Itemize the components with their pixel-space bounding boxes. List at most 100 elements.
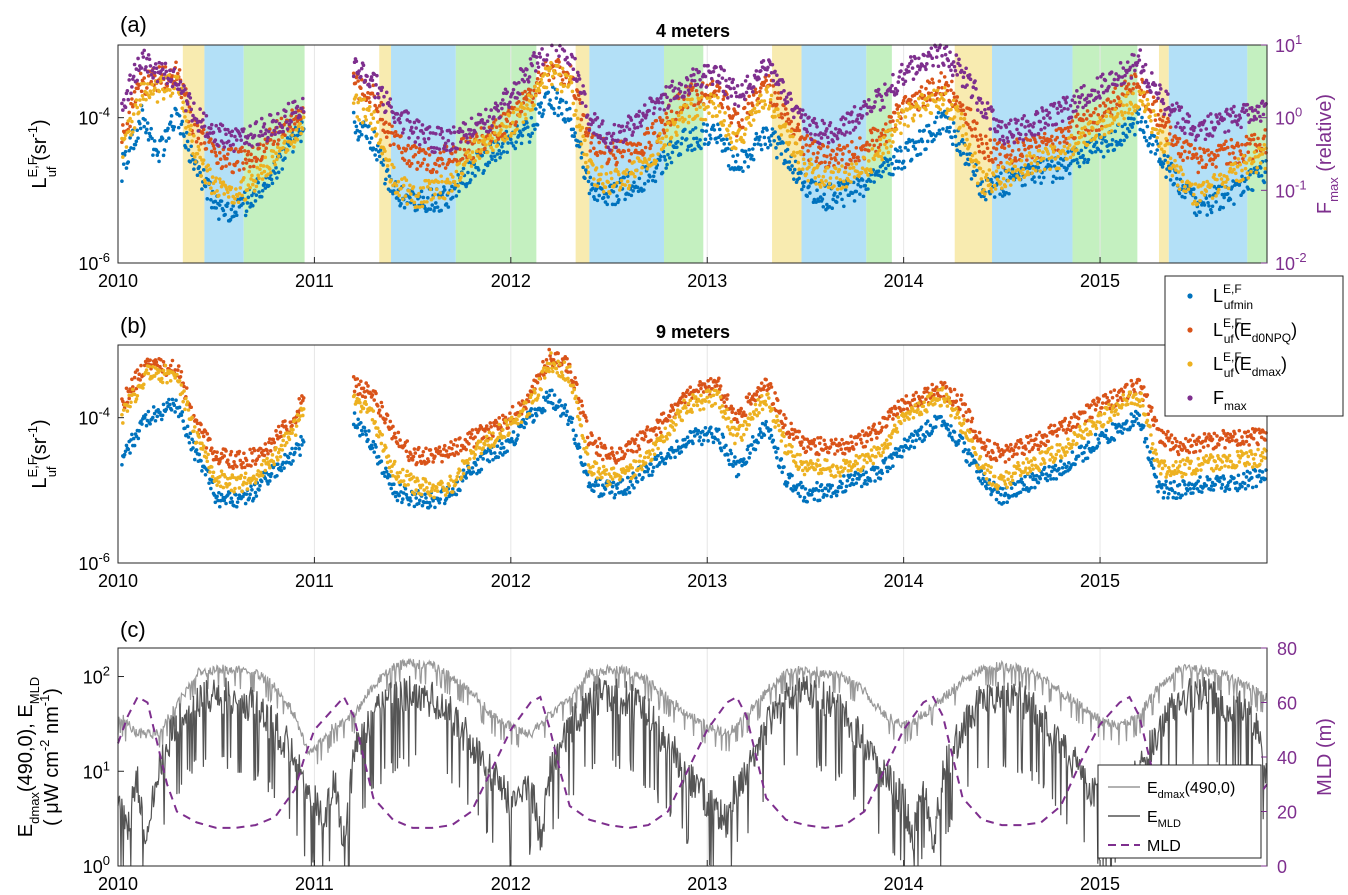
data-point	[722, 142, 726, 146]
data-point	[662, 131, 667, 135]
data-point	[971, 169, 976, 174]
data-point	[1248, 156, 1252, 161]
data-point	[1164, 175, 1168, 179]
data-point	[136, 136, 140, 140]
data-point	[906, 124, 910, 128]
data-point	[754, 90, 759, 95]
data-point	[1262, 142, 1267, 147]
data-point	[638, 159, 643, 163]
data-point	[982, 150, 986, 154]
data-point	[1219, 177, 1224, 181]
data-point	[807, 115, 811, 120]
data-point	[946, 83, 951, 88]
data-point	[1124, 94, 1128, 99]
data-point	[473, 174, 477, 178]
data-point	[547, 69, 552, 73]
data-point	[841, 152, 845, 156]
data-point	[1011, 177, 1016, 182]
data-point	[939, 71, 943, 75]
data-point	[154, 66, 159, 71]
data-point	[218, 157, 223, 161]
data-point	[478, 112, 483, 117]
data-point	[949, 88, 953, 92]
data-point	[1002, 146, 1007, 150]
data-point	[752, 106, 757, 111]
data-point	[274, 165, 278, 170]
data-point	[1149, 90, 1153, 94]
data-point	[1004, 125, 1009, 129]
data-point	[814, 121, 818, 126]
data-point	[983, 192, 987, 196]
data-point	[1042, 167, 1047, 172]
data-point	[1072, 145, 1076, 149]
data-point	[669, 84, 674, 88]
data-point	[449, 131, 453, 135]
data-point	[1070, 119, 1075, 123]
data-point	[939, 92, 943, 97]
data-point	[646, 179, 651, 183]
data-point	[1164, 136, 1168, 141]
data-point	[388, 97, 393, 101]
data-point	[138, 98, 142, 102]
data-point	[151, 76, 155, 80]
data-point	[437, 163, 442, 168]
data-point	[962, 116, 967, 121]
data-point	[510, 120, 515, 125]
data-point	[172, 67, 177, 71]
data-point	[740, 83, 744, 87]
data-point	[183, 87, 187, 92]
data-point	[122, 136, 127, 141]
data-point	[664, 134, 668, 139]
data-point	[1026, 172, 1031, 177]
data-point	[476, 140, 481, 144]
data-point	[1099, 149, 1103, 154]
data-point	[161, 153, 166, 158]
data-point	[860, 114, 865, 118]
data-point	[1010, 167, 1015, 171]
data-point	[421, 131, 426, 135]
data-point	[1233, 161, 1237, 166]
data-point	[1113, 129, 1118, 134]
data-point	[1187, 150, 1192, 154]
data-point	[137, 110, 141, 115]
data-point	[953, 134, 958, 139]
data-point	[299, 131, 303, 136]
data-point	[259, 171, 264, 176]
data-point	[890, 133, 894, 138]
data-point	[1138, 48, 1143, 52]
data-point	[842, 122, 846, 127]
data-point	[1042, 131, 1047, 136]
data-point	[632, 122, 636, 127]
data-point	[675, 145, 679, 150]
data-point	[854, 161, 859, 166]
data-point	[884, 146, 889, 150]
data-point	[763, 142, 768, 147]
data-point	[588, 149, 593, 153]
data-point	[1151, 109, 1156, 113]
data-point	[1258, 142, 1262, 147]
data-point	[782, 161, 786, 166]
data-point	[792, 115, 796, 120]
data-point	[717, 81, 722, 85]
data-point	[537, 111, 542, 115]
data-point	[1245, 141, 1250, 146]
data-point	[298, 114, 302, 119]
data-point	[822, 192, 826, 197]
data-point	[375, 132, 379, 136]
data-point	[775, 107, 780, 112]
data-point	[567, 77, 572, 82]
data-point	[517, 100, 521, 104]
data-point	[209, 149, 214, 154]
data-point	[1214, 194, 1218, 198]
data-point	[752, 142, 757, 147]
data-point	[413, 153, 418, 157]
data-point	[256, 173, 260, 178]
data-point	[644, 160, 649, 165]
data-point	[805, 194, 810, 199]
data-point	[950, 142, 955, 147]
data-point	[970, 134, 975, 138]
data-point	[1224, 139, 1228, 144]
data-point	[140, 422, 144, 426]
data-point	[234, 138, 239, 142]
data-point	[1042, 156, 1046, 161]
